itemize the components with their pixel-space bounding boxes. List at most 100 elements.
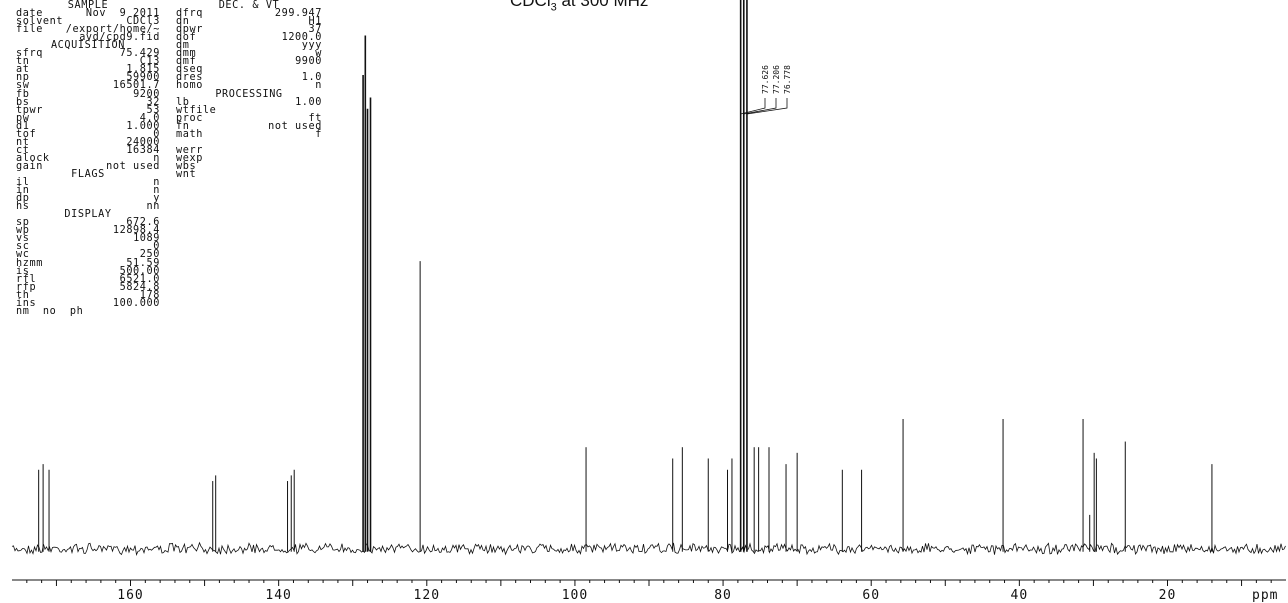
param-row: at 1.815	[16, 64, 160, 76]
param-value: n	[153, 152, 160, 164]
peak-labels: 77.626 77.206 76.778	[740, 65, 792, 115]
param-value: not used	[106, 160, 160, 172]
x-tick-label: 20	[1159, 588, 1177, 603]
param-key: dmf	[176, 56, 197, 68]
param-row: is 500.00	[16, 265, 160, 277]
param-row: sc 0	[16, 241, 160, 253]
param-row: ins 100.000	[16, 298, 160, 308]
param-value: Nov 9 2011	[85, 8, 160, 20]
param-row: alock n	[16, 152, 160, 164]
x-tick-label: 140	[265, 588, 291, 603]
param-key: tof	[16, 128, 37, 140]
param-row: wexp	[176, 153, 322, 163]
param-row: solvent CDCl3	[16, 16, 160, 28]
param-value: 59900	[126, 72, 160, 84]
param-key: il	[16, 177, 30, 189]
param-value: 1.00	[295, 96, 322, 108]
param-value: 5824.8	[119, 281, 160, 293]
param-value: ft	[308, 112, 322, 124]
x-tick-label: 80	[714, 588, 732, 603]
param-key: tn	[16, 56, 30, 68]
title-subscript: 3	[550, 1, 557, 14]
title-prefix: CDCl	[510, 0, 551, 10]
param-key: pw	[16, 112, 30, 124]
param-value: 1089	[133, 233, 160, 245]
param-value: n	[153, 185, 160, 197]
param-value: 4.0	[139, 112, 160, 124]
param-key: sp	[16, 217, 30, 229]
x-tick-label: 120	[414, 588, 440, 603]
param-key: date	[16, 8, 43, 20]
peak-shift-label: 77.206	[772, 65, 781, 94]
param-value: 51.59	[126, 257, 160, 269]
param-key: homo	[176, 80, 203, 92]
param-row: fn not used	[176, 120, 322, 132]
peak-shift-label: 76.778	[783, 65, 792, 94]
param-row: d1 1.000	[16, 121, 160, 131]
param-key: np	[16, 72, 30, 84]
param-row: bs 32	[16, 96, 160, 108]
param-value: H1	[308, 16, 322, 28]
param-key: is	[16, 265, 30, 277]
param-row: dmm w	[176, 49, 322, 59]
param-key: dpwr	[176, 24, 203, 36]
param-value: 75.429	[119, 48, 160, 60]
param-row: file/export/home/~	[16, 24, 160, 36]
param-row: pw 4.0	[16, 112, 160, 124]
param-key: file	[16, 24, 43, 36]
param-value: not used	[268, 120, 322, 132]
param-section-header: DEC. & VT	[218, 0, 280, 11]
param-row: nm no ph	[16, 306, 160, 316]
param-key: rfp	[16, 281, 37, 293]
param-row: dfrq 299.947	[176, 8, 322, 18]
chart-title: CDCl3 at 300 MHz	[510, 0, 648, 13]
param-key: sc	[16, 241, 30, 253]
param-row: fb 9200	[16, 88, 160, 100]
param-key: hzmm	[16, 257, 43, 269]
param-value: 37	[308, 24, 322, 36]
param-row: dp y	[16, 193, 160, 205]
param-key: math	[176, 128, 203, 140]
param-key: wnt	[176, 168, 197, 180]
param-row: tpwr 53	[16, 104, 160, 116]
param-value: 9200	[133, 88, 160, 100]
param-row: homo n	[176, 80, 322, 92]
param-row: wc 250	[16, 249, 160, 261]
param-value: 1.815	[126, 64, 160, 76]
param-key: alock	[16, 152, 50, 164]
param-row: wnt	[176, 168, 322, 180]
acquisition-parameters-column-2: DEC. & VT dfrq 299.947 dn H1 dpwr 37 dof 1200.0 d…	[176, 0, 322, 180]
param-row: vs 1089	[16, 233, 160, 245]
param-key: wc	[16, 249, 30, 261]
param-value: avd/cpd9.fid	[79, 32, 160, 44]
param-row: lb 1.00	[176, 96, 322, 108]
param-value: nn	[146, 201, 160, 213]
param-key: wbs	[176, 160, 197, 172]
param-key: proc	[176, 112, 203, 124]
param-value: 16501.7	[112, 80, 160, 92]
param-row: rfp 5824.8	[16, 281, 160, 293]
param-key: dseq	[176, 64, 203, 76]
param-key: tpwr	[16, 104, 43, 116]
param-value: 32	[146, 96, 160, 108]
param-row: hs nn	[16, 201, 160, 213]
param-value: 6521.0	[119, 273, 160, 285]
peak-shift-label: 77.626	[761, 65, 770, 94]
param-section-header: SAMPLE	[67, 0, 109, 11]
param-row: dres 1.0	[176, 73, 322, 83]
spectrum-baseline	[11, 541, 1286, 556]
param-row: tof 0	[16, 128, 160, 140]
x-tick-label: 40	[1011, 588, 1029, 603]
param-value: 12898.4	[112, 225, 160, 237]
param-value: 500.00	[119, 265, 160, 277]
param-value: 1200.0	[281, 32, 322, 44]
param-key: solvent	[16, 16, 64, 28]
param-key: dof	[176, 32, 197, 44]
param-key: dp	[16, 193, 30, 205]
param-key: fn	[176, 120, 190, 132]
param-row: np 59900	[16, 72, 160, 84]
param-row: dm yyy	[176, 41, 322, 51]
param-row: math f	[176, 128, 322, 140]
x-axis-ticks: 160 140 120 100 80 60 40 20	[26, 580, 1272, 603]
